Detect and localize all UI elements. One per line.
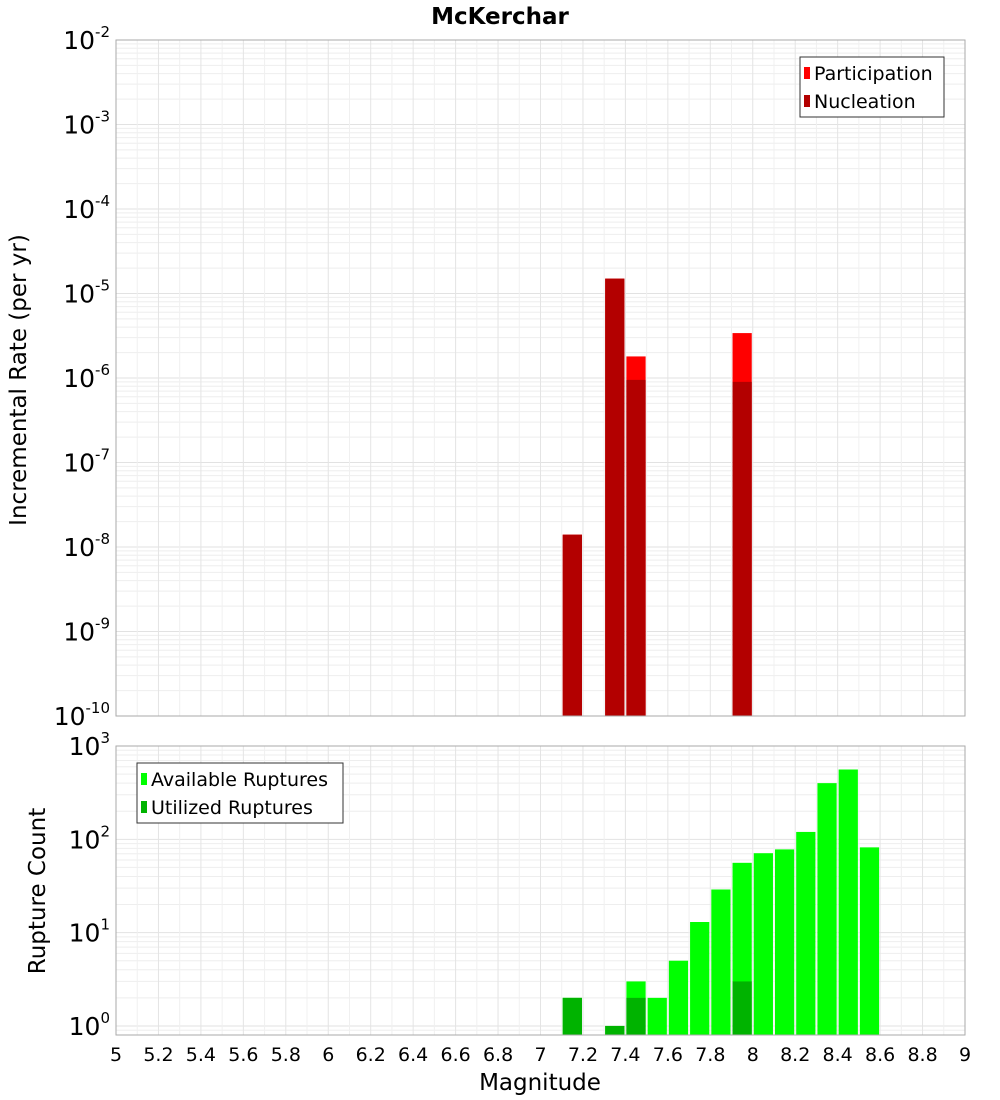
legend-swatch [141,801,147,813]
top-y-tick-label: 10-8 [63,530,110,562]
bar [647,997,667,1035]
chart-title: McKerchar [431,4,569,30]
bar [562,997,582,1035]
x-tick-label: 5 [110,1044,122,1066]
bar [753,853,773,1035]
x-tick-label: 6.2 [356,1044,386,1066]
bottom-series-available-ruptures [562,769,880,1035]
bar [838,769,858,1035]
bottom-y-tick-label: 102 [69,822,110,854]
bar [605,278,625,716]
legend-label: Nucleation [814,91,916,113]
bar [774,849,795,1035]
legend-box [799,56,945,118]
legend-swatch [804,67,810,79]
x-tick-label: 8 [747,1044,759,1066]
bar [626,997,646,1035]
bar [732,381,752,716]
bottom-plot-frame [115,745,966,1036]
legend-swatch [804,95,810,107]
bar [732,981,752,1035]
bar [668,960,689,1035]
bottom-y-tick-label: 100 [69,1009,110,1041]
top-y-tick-label: 10-7 [63,446,110,478]
top-gridlines [115,40,966,717]
x-tick-label: 8.6 [865,1044,895,1066]
bottom-y-tick-label: 103 [69,729,110,761]
x-tick-label: 6.8 [483,1044,513,1066]
bar [796,831,816,1035]
top-y-tick-label: 10-4 [63,192,110,224]
top-y-tick-label: 10-5 [63,277,110,309]
bar [690,922,710,1035]
x-tick-label: 7.2 [568,1044,598,1066]
x-tick-label: 5.6 [228,1044,258,1066]
top-legend: Participation Nucleation [799,56,945,118]
x-axis-title: Magnitude [479,1070,601,1096]
legend-label: Utilized Ruptures [151,797,313,819]
bar [859,847,880,1035]
top-y-tick-label: 10-9 [63,615,110,647]
legend-swatch [141,773,147,785]
top-y-axis-title: Incremental Rate (per yr) [6,234,32,526]
bar [605,1025,625,1035]
bar [562,534,582,716]
legend-label: Available Ruptures [151,769,328,791]
x-tick-label: 7.6 [653,1044,683,1066]
x-tick-label: 6.6 [440,1044,470,1066]
x-tick-label: 6 [322,1044,334,1066]
x-tick-label: 9 [959,1044,971,1066]
bar [711,889,731,1035]
bar [626,379,646,716]
bar [817,783,837,1035]
bottom-y-tick-label: 101 [69,916,110,948]
legend-label: Participation [814,63,933,85]
top-y-tick-label: 10-2 [63,23,110,55]
legend-box [136,762,344,824]
top-y-tick-label: 10-10 [54,699,110,731]
x-tick-label: 7 [534,1044,546,1066]
x-tick-label: 8.4 [823,1044,853,1066]
bottom-legend: Available Ruptures Utilized Ruptures [136,762,344,824]
bottom-series-utilized-ruptures [562,981,752,1035]
x-tick-label: 5.8 [271,1044,301,1066]
bottom-y-axis-title: Rupture Count [25,808,51,974]
top-series-nucleation [562,278,752,716]
top-y-tick-label: 10-6 [63,361,110,393]
top-plot-frame [115,39,966,717]
x-tick-label: 8.8 [907,1044,937,1066]
top-y-tick-label: 10-3 [63,108,110,140]
x-tick-label: 5.4 [186,1044,216,1066]
x-tick-label: 7.4 [610,1044,640,1066]
x-tick-label: 7.8 [695,1044,725,1066]
x-tick-label: 6.4 [398,1044,428,1066]
x-tick-label: 5.2 [143,1044,173,1066]
x-tick-label: 8.2 [780,1044,810,1066]
